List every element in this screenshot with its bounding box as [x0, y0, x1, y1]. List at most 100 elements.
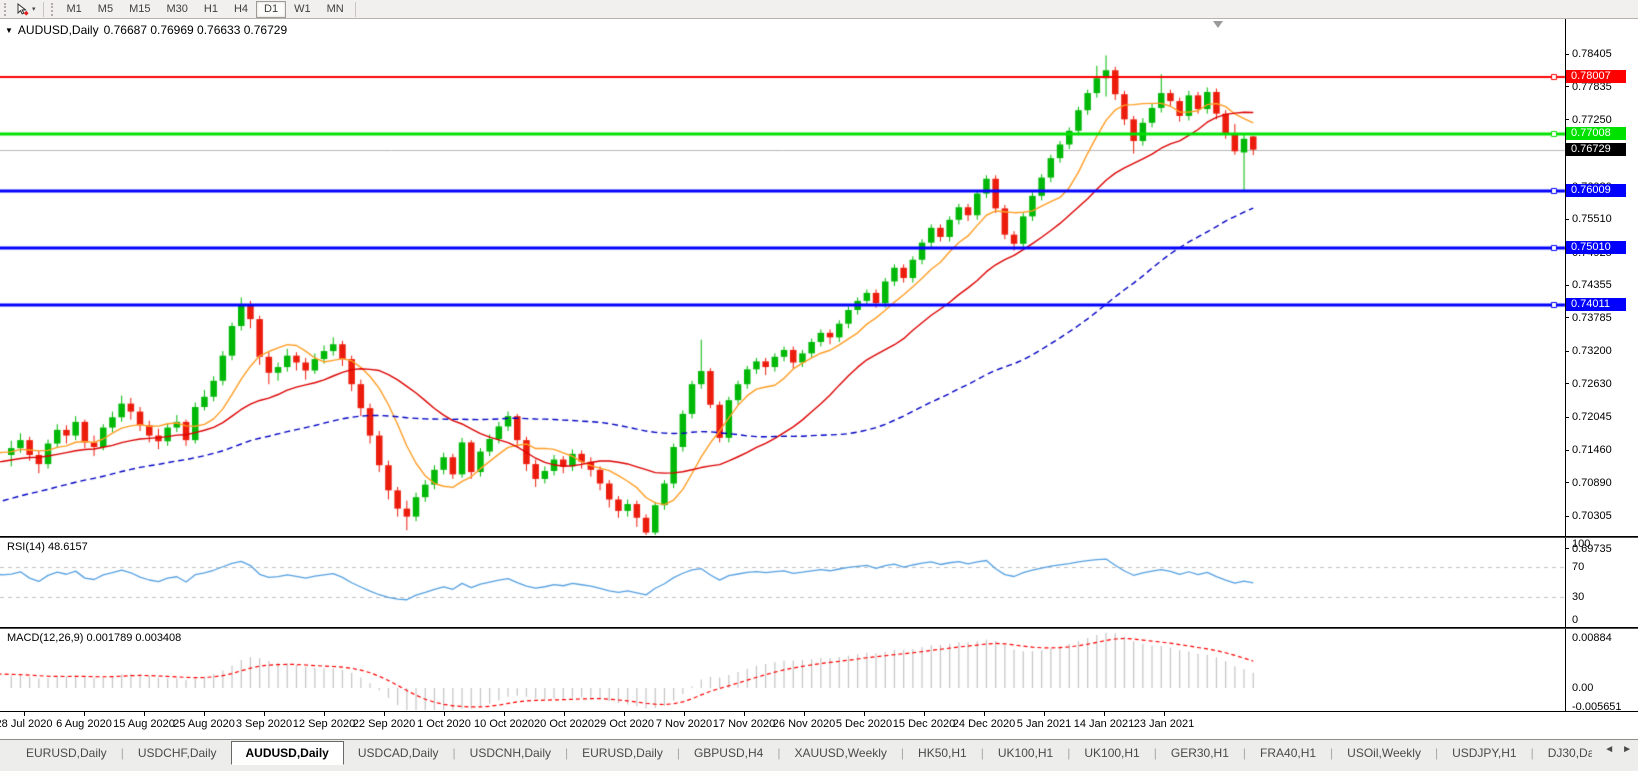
chart-tab-audusd-daily[interactable]: AUDUSD,Daily: [230, 741, 344, 765]
timeframe-button-m5[interactable]: M5: [97, 3, 114, 15]
timeframe-toolbar: ▾ M1 M5 M15 M30 H1 H4 D1 W1 MN: [0, 0, 1638, 19]
time-axis-label: 1 Oct 2020: [417, 718, 471, 730]
cursor-pointer-icon: [16, 2, 29, 16]
timeframe-button-m15[interactable]: M15: [129, 3, 151, 15]
chart-tab-ger30-h1[interactable]: GER30,H1: [1170, 746, 1229, 760]
tab-separator: |: [1242, 746, 1247, 760]
timeframe-button-h4[interactable]: H4: [233, 3, 249, 15]
tab-separator: |: [452, 746, 456, 760]
timeframe-button-h1[interactable]: H1: [203, 3, 218, 15]
timeframe-button-d1[interactable]: D1: [256, 0, 287, 18]
time-axis-label: 12 Sep 2020: [292, 718, 356, 730]
price-axis-label: 0.73200: [1572, 345, 1612, 358]
time-axis-label: 26 Nov 2020: [772, 718, 836, 730]
price-axis-border: [1565, 19, 1566, 711]
toolbar-grip[interactable]: [4, 2, 9, 16]
time-axis-tick: [624, 712, 625, 716]
chart-tab-uk100-h1[interactable]: UK100,H1: [997, 746, 1054, 760]
tab-separator: |: [1330, 746, 1334, 760]
chart-tab-eurusd-daily[interactable]: EURUSD,Daily: [26, 746, 107, 760]
hline-price-tag: 0.74011: [1566, 298, 1626, 312]
panel-splitter-macd[interactable]: [0, 627, 1638, 629]
timeframe-button-m30[interactable]: M30: [166, 3, 188, 15]
chart-region: ▼ AUDUSD,Daily 0.76687 0.76969 0.76633 0…: [0, 19, 1638, 739]
chart-tab-gbpusd-h4[interactable]: GBPUSD,H4: [693, 746, 764, 760]
chart-tab-eurusd-daily[interactable]: EURUSD,Daily: [582, 746, 663, 760]
chart-title: ▼ AUDUSD,Daily 0.76687 0.76969 0.76633 0…: [5, 23, 287, 37]
timeframe-button-m1[interactable]: M1: [66, 3, 82, 15]
time-axis-tick: [564, 712, 565, 716]
price-axis-tick: [1565, 416, 1569, 418]
price-axis-tick: [1565, 548, 1569, 550]
hline-price-tag: 0.75010: [1566, 241, 1626, 255]
chart-shift-marker[interactable]: [1213, 21, 1223, 28]
tab-scroll-left-icon[interactable]: ◄: [1604, 744, 1615, 755]
time-axis-tick: [864, 712, 865, 716]
price-axis-tick: [1565, 86, 1569, 88]
time-axis-tick: [1104, 712, 1105, 716]
time-axis-tick: [1164, 712, 1165, 716]
macd-axis-label: -0.005651: [1572, 701, 1622, 713]
price-axis-label: 0.77835: [1572, 80, 1612, 93]
price-axis-label: 0.70305: [1572, 510, 1612, 523]
time-axis-tick: [384, 712, 385, 716]
price-axis-tick: [1565, 317, 1569, 319]
price-axis-label: 0.69735: [1572, 542, 1612, 555]
rsi-indicator-label: RSI(14) 48.6157: [7, 541, 88, 553]
chart-tab-usdchf-daily[interactable]: USDCHF,Daily: [137, 746, 217, 760]
timeframe-button-group: M1 M5 M15 M30 H1 H4 D1 W1 MN: [59, 0, 352, 19]
time-axis-tick: [1044, 712, 1045, 716]
tab-separator: |: [565, 746, 569, 760]
time-axis-label: 29 Oct 2020: [594, 718, 654, 730]
chart-tab-usdcad-daily[interactable]: USDCAD,Daily: [357, 746, 439, 760]
price-chart-canvas[interactable]: [0, 19, 1638, 711]
hline-price-tag: 0.77008: [1566, 127, 1626, 141]
cursor-tool-button[interactable]: ▾: [12, 1, 40, 18]
chevron-down-icon: ▾: [32, 6, 36, 13]
hline-price-tag: 0.78007: [1566, 70, 1626, 84]
time-axis-label: 5 Jan 2021: [1016, 718, 1072, 730]
time-axis[interactable]: 28 Jul 2020 6 Aug 2020 15 Aug 2020 25 Aug 2…: [0, 711, 1638, 739]
chart-tab-fra40-h1[interactable]: FRA40,H1: [1260, 746, 1317, 760]
collapse-triangle-icon[interactable]: ▼: [5, 25, 13, 35]
chart-tab-usdjpy-h1[interactable]: USDJPY,H1: [1452, 746, 1517, 760]
timeframe-button-w1[interactable]: W1: [294, 3, 311, 15]
hline-price-tag: 0.76009: [1566, 184, 1626, 198]
panel-splitter-rsi[interactable]: [0, 536, 1638, 538]
price-axis-label: 0.75510: [1572, 213, 1612, 226]
macd-axis-label: 0.00: [1572, 682, 1594, 694]
chart-tab-xauusd-weekly[interactable]: XAUUSD,Weekly: [794, 746, 887, 760]
macd-axis-label: 0.00884: [1572, 632, 1612, 644]
time-axis-label: 3 Sep 2020: [235, 718, 293, 730]
time-axis-tick: [144, 712, 145, 716]
price-axis-label: 0.73785: [1572, 311, 1612, 324]
price-axis-tick: [1565, 284, 1569, 286]
price-axis-label: 0.74355: [1572, 279, 1612, 292]
price-axis-tick: [1565, 383, 1569, 385]
price-axis-tick: [1565, 218, 1569, 220]
rsi-axis-label: 30: [1572, 591, 1585, 604]
time-axis-label: 22 Sep 2020: [352, 718, 416, 730]
chart-tab-usoil-weekly[interactable]: USOil,Weekly: [1347, 746, 1421, 760]
timeframe-button-mn[interactable]: MN: [326, 3, 344, 15]
chart-tab-usdcnh-daily[interactable]: USDCNH,Daily: [469, 746, 552, 760]
time-axis-label: 25 Aug 2020: [173, 718, 235, 730]
rsi-axis-label: 100: [1572, 538, 1591, 550]
price-axis-tick: [1565, 350, 1569, 352]
rsi-axis-label: 70: [1572, 560, 1585, 573]
time-axis-tick: [84, 712, 85, 716]
time-axis-label: 15 Aug 2020: [113, 718, 175, 730]
tab-separator: |: [900, 746, 905, 760]
time-axis-tick: [804, 712, 805, 716]
tab-separator: |: [980, 746, 984, 760]
tab-scroll-right-icon[interactable]: ►: [1622, 744, 1632, 755]
chart-tab-uk100-h1[interactable]: UK100,H1: [1084, 746, 1140, 760]
price-axis-tick: [1565, 119, 1569, 121]
macd-indicator-label: MACD(12,26,9) 0.001789 0.003408: [7, 632, 182, 644]
chart-tab-dj30-daily[interactable]: DJ30,Daily: [1547, 746, 1592, 760]
tab-separator: |: [676, 746, 680, 760]
chart-tab-hk50-h1[interactable]: HK50,H1: [918, 746, 967, 760]
toolbar-grip[interactable]: [50, 2, 56, 16]
tab-separator: |: [777, 746, 781, 760]
